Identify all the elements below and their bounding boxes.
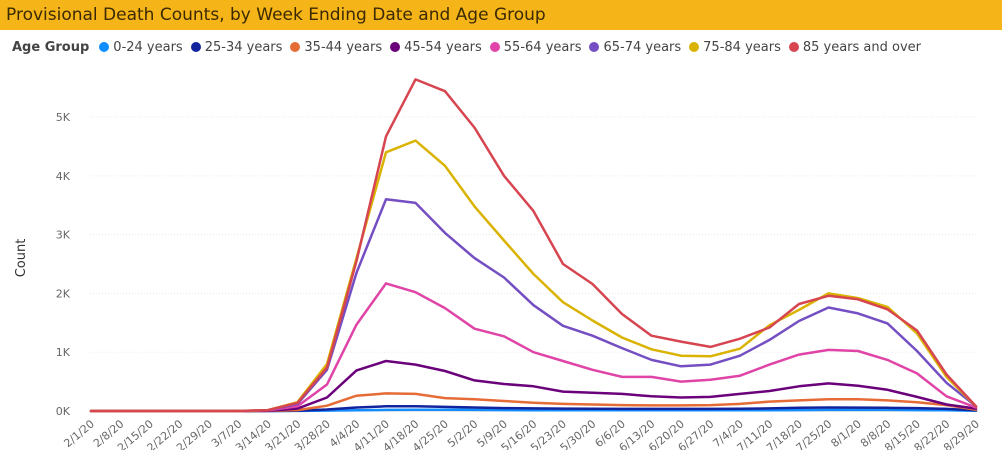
legend-item[interactable]: 0-24 years — [99, 39, 183, 55]
legend-marker — [589, 42, 600, 52]
title-bar: Provisional Death Counts, by Week Ending… — [0, 0, 1002, 30]
legend-marker — [489, 42, 500, 52]
x-tick-label: 5/2/20 — [445, 417, 480, 450]
x-axis-ticks: 2/1/202/8/202/15/202/22/202/29/203/7/203… — [61, 417, 981, 450]
series-line[interactable] — [89, 198, 978, 413]
y-tick-label: 1K — [56, 346, 71, 359]
series-lines — [89, 78, 978, 413]
legend-marker — [290, 42, 301, 52]
series-line[interactable] — [89, 78, 978, 413]
legend-item[interactable]: 35-44 years — [290, 40, 382, 55]
y-tick-label: 3K — [56, 229, 71, 242]
y-axis-ticks: 0K 1K 2K 3K 4K 5K — [56, 111, 71, 418]
legend-label: 0-24 years — [113, 39, 183, 55]
y-tick-label: 4K — [56, 170, 71, 183]
chart-title: Provisional Death Counts, by Week Ending… — [6, 5, 546, 25]
legend-marker — [99, 42, 110, 52]
legend-item[interactable]: 75-84 years — [689, 40, 781, 55]
legend-label: 85 years and over — [802, 39, 922, 55]
legend-item[interactable]: 45-54 years — [390, 40, 482, 55]
legend-item[interactable]: 25-34 years — [190, 39, 283, 55]
legend-label: 35-44 years — [304, 39, 383, 55]
legend-label: 25-34 years — [204, 39, 283, 55]
legend-item[interactable]: 55-64 years — [489, 39, 582, 55]
legend-label: 45-54 years — [404, 39, 482, 55]
legend-item[interactable]: 85 years and over — [788, 39, 922, 55]
y-tick-label: 0K — [56, 405, 71, 418]
x-tick-label: 2/1/20 — [61, 417, 96, 450]
gridlines — [90, 116, 978, 412]
legend-marker — [390, 42, 401, 52]
y-tick-label: 2K — [56, 287, 71, 300]
legend-label: 65-74 years — [603, 39, 682, 55]
legend-title: Age Group — [12, 39, 90, 55]
x-tick-label: 8/1/20 — [828, 417, 863, 450]
legend-marker — [689, 42, 700, 52]
legend-marker — [788, 42, 799, 52]
legend-item[interactable]: 65-74 years — [589, 40, 681, 55]
y-tick-label: 5K — [56, 111, 71, 124]
legend-label: 55-64 years — [503, 39, 582, 55]
legend: Age Group 0-24 years 25-34 years 35-44 yea… — [12, 37, 929, 57]
legend-marker — [190, 42, 201, 52]
series-line[interactable] — [89, 282, 978, 413]
series-line[interactable] — [89, 139, 978, 413]
legend-label: 75-84 years — [703, 39, 781, 55]
